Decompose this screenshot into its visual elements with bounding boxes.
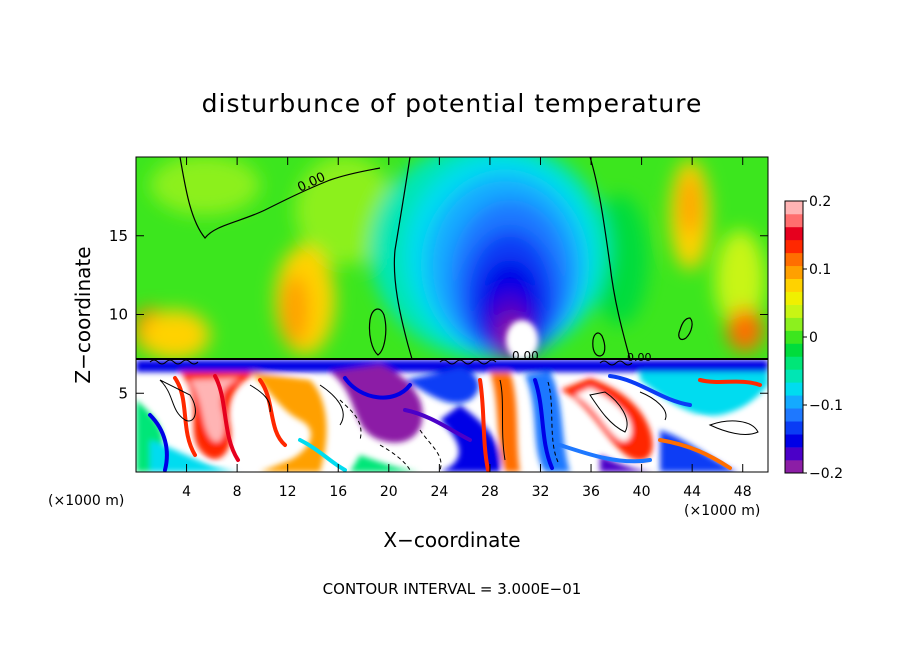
colorbar-swatch xyxy=(785,434,803,448)
y-axis: 5 10 15 xyxy=(109,227,768,402)
zero-contours xyxy=(179,157,693,360)
colorbar-swatch xyxy=(785,213,803,228)
colorbar-swatch xyxy=(785,369,803,383)
x-tick-label: 28 xyxy=(481,484,499,500)
colorbar-swatch xyxy=(785,460,803,474)
x-tick-label: 8 xyxy=(233,484,242,500)
chart-title: disturbunce of potential temperature xyxy=(202,89,703,118)
x-tick-label: 12 xyxy=(279,484,297,500)
y-tick-label: 15 xyxy=(109,227,128,245)
x-tick-label: 20 xyxy=(380,484,398,500)
colorbar-swatch xyxy=(785,317,803,331)
colorbar-swatch xyxy=(785,226,803,241)
x-axis: 4 8 12 16 20 24 28 32 36 40 44 48 xyxy=(182,157,752,500)
x-unit-right: (×1000 m) xyxy=(684,503,760,519)
y-tick-label: 10 xyxy=(109,306,128,324)
contour-interval-note: CONTOUR INTERVAL = 3.000E−01 xyxy=(323,580,582,598)
colorbar-swatch xyxy=(785,201,803,215)
x-unit-left: (×1000 m) xyxy=(48,493,124,509)
x-tick-label: 4 xyxy=(182,484,191,500)
y-axis-label: Z−coordinate xyxy=(71,246,95,383)
x-tick-label: 36 xyxy=(582,484,600,500)
x-tick-label: 24 xyxy=(430,484,448,500)
colorbar-swatch xyxy=(785,304,803,318)
colorbar-swatch xyxy=(785,395,803,409)
colorbar-tick-label: 0 xyxy=(809,330,818,346)
colorbar-swatch xyxy=(785,265,803,280)
colorbar-swatch xyxy=(785,239,803,254)
x-tick-label: 48 xyxy=(734,484,752,500)
colorbar-swatch xyxy=(785,408,803,422)
contour-label-right: 0.00 xyxy=(627,351,652,364)
colorbar-swatch xyxy=(785,447,803,461)
colorbar-swatch xyxy=(785,382,803,396)
colorbar-frame xyxy=(784,200,804,474)
lower-field xyxy=(136,359,768,472)
colorbar-swatch xyxy=(785,278,803,292)
warm-peak xyxy=(506,320,538,359)
x-tick-label: 44 xyxy=(683,484,701,500)
colorbar-tick-label: −0.1 xyxy=(809,398,843,414)
colorbar-swatch xyxy=(785,291,803,305)
boundary-wiggles xyxy=(149,359,633,366)
x-axis-label: X−coordinate xyxy=(383,528,520,552)
colorbar-tick-label: 0.2 xyxy=(809,194,831,210)
colorbar-swatch xyxy=(785,330,803,344)
y-tick-label: 5 xyxy=(118,384,128,402)
x-tick-label: 40 xyxy=(633,484,651,500)
colorbar: 0.2 0.1 0 −0.1 −0.2 xyxy=(785,194,843,482)
colorbar-swatch xyxy=(785,343,803,357)
colorbar-tick-label: 0.1 xyxy=(809,262,831,278)
x-tick-label: 32 xyxy=(532,484,550,500)
colorbar-swatch xyxy=(785,356,803,370)
colorbar-swatch xyxy=(785,252,803,267)
contour-label-boundary: 0.00 xyxy=(512,349,539,363)
x-tick-label: 16 xyxy=(329,484,347,500)
plot-area: 0.00 0.00 0.00 xyxy=(136,157,768,472)
colorbar-tick-label: −0.2 xyxy=(809,466,843,482)
colorbar-swatch xyxy=(785,421,803,435)
